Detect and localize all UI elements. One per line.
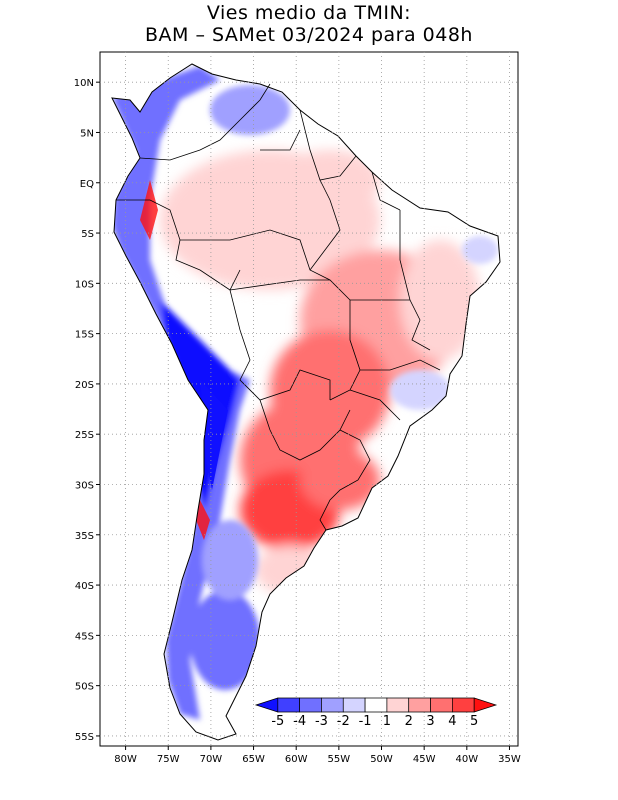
latitude-labels: 10N 5N EQ 5S 10S 15S 20S 25S 30S 35S 40S 45S 50S 55S	[74, 78, 100, 743]
colorbar-segment	[342, 697, 366, 713]
colorbar-label: 5	[470, 714, 478, 729]
lat-tick-label: 25S	[75, 430, 94, 441]
colorbar-segment	[386, 697, 410, 713]
map-title-line1: Vies medio da TMIN:	[206, 2, 412, 24]
colorbar-label: -4	[293, 714, 306, 729]
lat-tick-label: 10S	[75, 279, 94, 290]
colorbar-label: -3	[315, 714, 328, 729]
patagonia-cold-bias	[190, 590, 260, 690]
colorbar-label: -1	[359, 714, 372, 729]
colorbar-segment	[364, 697, 388, 713]
colorbar-label: -5	[271, 714, 284, 729]
lat-tick-label: 50S	[75, 682, 94, 693]
lat-tick-label: 20S	[75, 380, 94, 391]
colorbar-segment	[299, 697, 322, 713]
lon-tick-label: 70W	[200, 754, 223, 765]
colorbar-label: 4	[448, 714, 456, 729]
lat-tick-label: 30S	[75, 480, 94, 491]
colorbar-label: -2	[337, 714, 350, 729]
lon-tick-label: 40W	[456, 754, 479, 765]
longitude-labels: 80W 75W 70W 65W 60W 55W 50W 45W 40W 35W	[114, 746, 521, 765]
lon-tick-label: 60W	[285, 754, 308, 765]
lon-tick-label: 35W	[498, 754, 521, 765]
colorbar-label: 3	[426, 714, 434, 729]
colorbar-segment	[473, 697, 498, 713]
colorbar-segment	[452, 697, 475, 713]
colorbar-label: 1	[383, 714, 391, 729]
colorbar-label: 2	[405, 714, 413, 729]
lon-tick-label: 80W	[114, 754, 137, 765]
colorbar-segment	[321, 697, 344, 713]
colorbar-segment	[254, 697, 279, 713]
colorbar-segment	[430, 697, 453, 713]
lat-tick-label: 55S	[75, 732, 94, 743]
lon-tick-label: 50W	[370, 754, 393, 765]
lat-tick-label: 10N	[74, 78, 94, 89]
lat-tick-label: EQ	[80, 179, 94, 190]
lat-tick-label: 35S	[75, 531, 94, 542]
map-frame	[99, 51, 519, 747]
lat-tick-label: 45S	[75, 631, 94, 642]
lon-tick-label: 45W	[413, 754, 436, 765]
colorbar-segment	[408, 697, 431, 713]
bias-field	[112, 64, 500, 740]
lon-tick-label: 75W	[157, 754, 180, 765]
graticule	[100, 52, 518, 746]
colorbar-segment	[277, 697, 300, 713]
map-title-line2: BAM – SAMet 03/2024 para 048h	[145, 24, 473, 46]
lon-tick-label: 65W	[242, 754, 265, 765]
lat-tick-label: 5N	[80, 128, 94, 139]
lon-tick-label: 55W	[328, 754, 351, 765]
colorbar: -5 -4 -3 -2 -1 1 2 3 4 5	[254, 697, 498, 729]
lat-tick-label: 15S	[75, 330, 94, 341]
lat-tick-label: 40S	[75, 581, 94, 592]
lat-tick-label: 5S	[81, 229, 94, 240]
